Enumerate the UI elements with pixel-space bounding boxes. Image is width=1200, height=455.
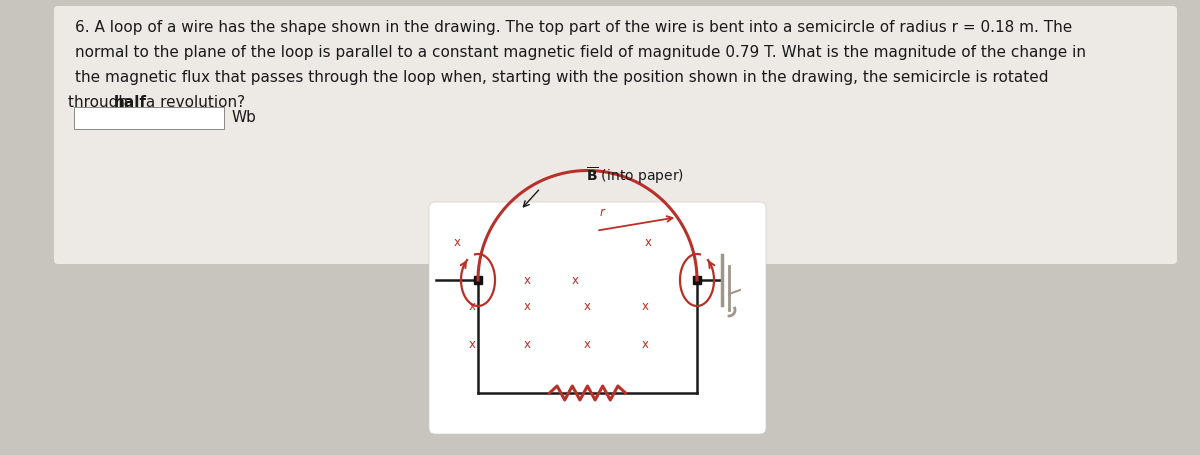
Text: half: half [114,95,148,110]
Text: through: through [68,95,133,110]
Text: x: x [468,300,475,313]
Text: a revolution?: a revolution? [142,95,245,110]
Text: x: x [644,237,652,249]
Text: the magnetic flux that passes through the loop when, starting with the position : the magnetic flux that passes through th… [74,70,1049,85]
Text: x: x [523,273,530,287]
Text: x: x [583,339,590,352]
Text: x: x [642,339,648,352]
Text: x: x [642,300,648,313]
Text: $\mathbf{\overline{B}}$ (into paper): $\mathbf{\overline{B}}$ (into paper) [586,166,684,186]
Text: normal to the plane of the loop is parallel to a constant magnetic field of magn: normal to the plane of the loop is paral… [74,45,1086,60]
Text: 6. A loop of a wire has the shape shown in the drawing. The top part of the wire: 6. A loop of a wire has the shape shown … [74,20,1073,35]
FancyBboxPatch shape [430,202,766,434]
Text: x: x [523,300,530,313]
Bar [694,276,701,284]
Text: x: x [583,300,590,313]
FancyBboxPatch shape [74,107,224,129]
Bar [474,276,482,284]
Text: x: x [454,237,461,249]
Text: Wb: Wb [232,110,257,125]
Text: x: x [523,339,530,352]
Text: x: x [571,273,578,287]
Text: x: x [468,339,475,352]
FancyBboxPatch shape [54,6,1177,264]
Text: r: r [599,206,604,219]
